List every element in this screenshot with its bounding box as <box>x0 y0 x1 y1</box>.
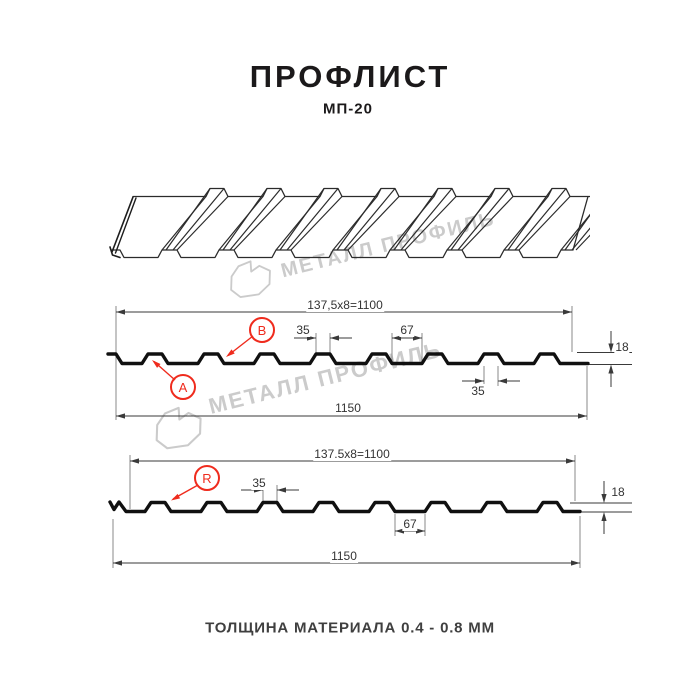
callout-leaders <box>152 335 254 501</box>
dim-rib-height: 18 <box>610 485 626 499</box>
page-title: ПРОФЛИСТ <box>249 59 451 94</box>
dim-pitch-top: 137,5x8=1100 <box>306 298 384 312</box>
profile-top-drawing <box>106 352 590 366</box>
left-edge <box>111 196 134 253</box>
profile-top-extensions <box>115 306 588 420</box>
back-edge-profile <box>132 187 590 198</box>
dim-rib-top-width: 35 <box>251 476 267 490</box>
profile-bottom-cross-section <box>108 500 582 514</box>
dim-rib-height: 18 <box>614 340 630 354</box>
watermark: МЕТАЛЛ ПРОФИЛЬ <box>144 326 447 450</box>
front-edge-profile <box>111 249 574 259</box>
material-thickness-note: ТОЛЩИНА МАТЕРИАЛА 0.4 - 0.8 ММ <box>205 619 495 637</box>
dim-total-width: 1150 <box>330 549 358 563</box>
profile-model: МП-20 <box>323 100 373 118</box>
dim-rib-bottom-width: 35 <box>470 384 486 398</box>
profile-top-cross-section <box>106 352 590 366</box>
watermark: МЕТАЛЛ ПРОФИЛЬ <box>223 199 500 304</box>
profile-bottom-dimensions <box>113 458 632 566</box>
dim-rib-gap-width: 67 <box>402 517 418 531</box>
sheet-3d-lines <box>109 187 590 259</box>
callout-a: A <box>170 374 196 400</box>
metall-profil-logo-icon <box>155 406 202 450</box>
dim-total-width: 1150 <box>334 401 362 415</box>
callout-r-letter: R <box>202 470 212 486</box>
dim-rib-top-width: 35 <box>295 323 311 337</box>
callout-a-letter: A <box>178 379 188 395</box>
sheet-3d-sketch <box>109 187 590 259</box>
profile-bottom-drawing <box>108 500 582 514</box>
left-edge-hem <box>114 197 137 254</box>
callout-b: B <box>249 317 275 343</box>
callout-b-letter: B <box>257 322 267 338</box>
metall-profil-logo-icon <box>230 260 271 298</box>
callout-r: R <box>194 465 220 491</box>
dim-rib-gap-width: 67 <box>399 323 415 337</box>
left-edge-curl <box>109 246 121 259</box>
profile-bottom-extensions <box>112 455 581 568</box>
dim-pitch-bottom: 137.5x8=1100 <box>313 447 391 461</box>
